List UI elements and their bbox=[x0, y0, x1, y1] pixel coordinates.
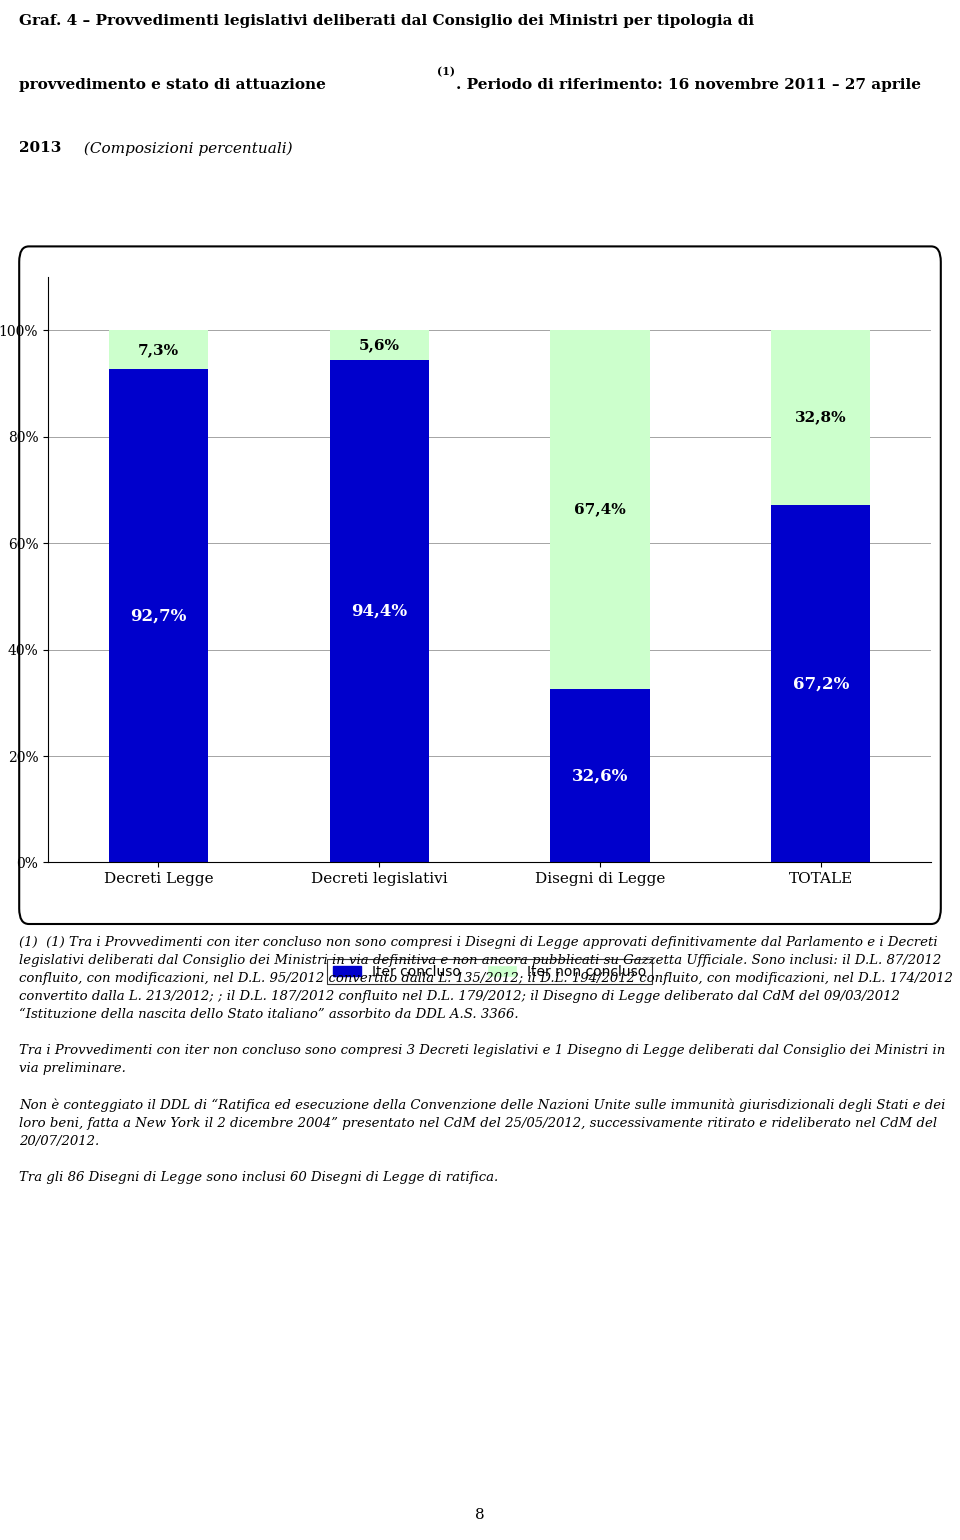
Text: 92,7%: 92,7% bbox=[131, 607, 186, 624]
Bar bbox=[329, 360, 429, 862]
Bar bbox=[771, 331, 871, 505]
Text: 32,6%: 32,6% bbox=[572, 767, 628, 784]
Text: 7,3%: 7,3% bbox=[138, 343, 179, 357]
Bar bbox=[329, 331, 429, 360]
Bar bbox=[108, 370, 208, 862]
Bar bbox=[771, 505, 871, 862]
Text: 2013: 2013 bbox=[19, 142, 61, 156]
Text: . Periodo di riferimento: 16 novembre 2011 – 27 aprile: . Periodo di riferimento: 16 novembre 20… bbox=[456, 77, 921, 91]
Text: 8: 8 bbox=[475, 1508, 485, 1522]
Text: (Composizioni percentuali): (Composizioni percentuali) bbox=[79, 142, 293, 156]
Text: (1): (1) bbox=[437, 66, 455, 77]
Text: 67,4%: 67,4% bbox=[574, 502, 626, 517]
Legend: Iter concluso, Iter non concluso: Iter concluso, Iter non concluso bbox=[327, 959, 652, 984]
Text: 94,4%: 94,4% bbox=[351, 602, 407, 619]
Text: provvedimento e stato di attuazione: provvedimento e stato di attuazione bbox=[19, 77, 326, 91]
Text: 32,8%: 32,8% bbox=[795, 411, 847, 425]
Text: 5,6%: 5,6% bbox=[359, 339, 399, 353]
Text: 67,2%: 67,2% bbox=[793, 675, 849, 691]
Text: (1)  (1) Tra i Provvedimenti con iter concluso non sono compresi i Disegni di Le: (1) (1) Tra i Provvedimenti con iter con… bbox=[19, 936, 953, 1184]
Bar bbox=[550, 331, 650, 688]
Bar bbox=[550, 688, 650, 862]
Text: Graf. 4 – Provvedimenti legislativi deliberati dal Consiglio dei Ministri per ti: Graf. 4 – Provvedimenti legislativi deli… bbox=[19, 14, 755, 28]
Bar bbox=[108, 331, 208, 370]
